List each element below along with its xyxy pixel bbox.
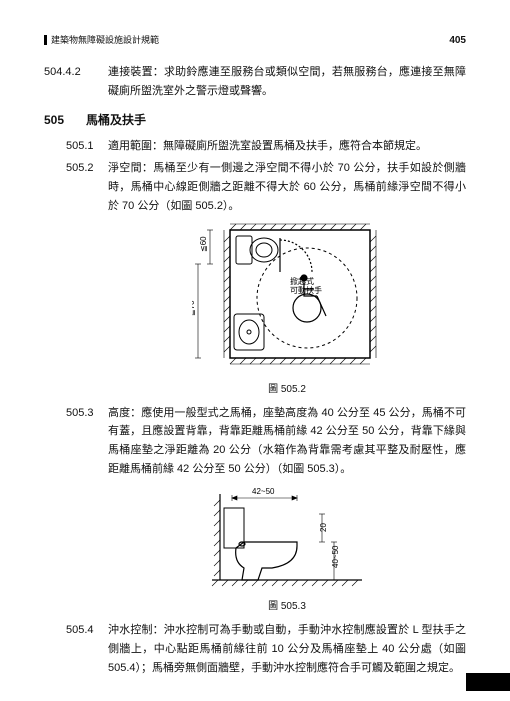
clause-body: 高度：應使用一般型式之馬桶，座墊高度為 40 公分至 45 公分，馬桶不可有蓋，… xyxy=(108,404,466,479)
label-arm: 掀起式 xyxy=(290,276,314,286)
figure-505-3-caption: 圖 505.3 xyxy=(108,598,466,615)
dim-40-50: 40~50 xyxy=(331,545,340,568)
clause-body: 沖水控制：沖水控制可為手動或自動，手動沖水控制應設置於 L 型扶手之側牆上，中心… xyxy=(108,621,466,677)
edge-tab xyxy=(466,673,510,691)
header-accent-bar xyxy=(44,35,47,45)
clause-505-3: 505.3 高度：應使用一般型式之馬桶，座墊高度為 40 公分至 45 公分，馬… xyxy=(44,404,466,479)
page-header: 建築物無障礙設施設計規範 405 xyxy=(44,32,466,49)
header-title: 建築物無障礙設施設計規範 xyxy=(51,33,159,48)
figure-505-3: 42~50 20 40~50 圖 505.3 xyxy=(108,484,466,615)
figure-505-2-caption: 圖 505.2 xyxy=(108,381,466,398)
section-name: 馬桶及扶手 xyxy=(86,110,466,130)
section-505-title: 505 馬桶及扶手 xyxy=(44,110,466,130)
clause-body: 適用範圍：無障礙廁所盥洗室設置馬桶及扶手，應符合本節規定。 xyxy=(108,137,466,156)
figure-505-2-svg: 掀起式 可動扶手 ≦60 ≧70 xyxy=(192,222,382,377)
dim-42-50: 42~50 xyxy=(252,487,275,496)
figure-505-3-svg: 42~50 20 40~50 xyxy=(202,484,372,594)
clause-body: 淨空間：馬桶至少有一側邊之淨空間不得小於 70 公分，扶手如設於側牆時，馬桶中心… xyxy=(108,159,466,215)
clause-body: 連接裝置：求助鈴應連至服務台或類似空間，若無服務台，應連接至無障礙廁所盥洗室外之… xyxy=(108,63,466,100)
clause-number: 504.4.2 xyxy=(44,63,108,100)
label-arm2: 可動扶手 xyxy=(290,285,322,295)
clause-number: 505.1 xyxy=(44,137,108,156)
clause-number: 505.3 xyxy=(44,404,108,479)
clause-504-4-2: 504.4.2 連接裝置：求助鈴應連至服務台或類似空間，若無服務台，應連接至無障… xyxy=(44,63,466,100)
section-number: 505 xyxy=(44,110,86,130)
dim-60: ≦60 xyxy=(199,235,208,251)
page-number: 405 xyxy=(449,32,466,49)
clause-number: 505.2 xyxy=(44,159,108,215)
dim-70: ≧70 xyxy=(192,299,196,315)
figure-505-2: 掀起式 可動扶手 ≦60 ≧70 圖 505.2 xyxy=(108,222,466,398)
clause-505-1: 505.1 適用範圍：無障礙廁所盥洗室設置馬桶及扶手，應符合本節規定。 xyxy=(44,137,466,156)
clause-505-2: 505.2 淨空間：馬桶至少有一側邊之淨空間不得小於 70 公分，扶手如設於側牆… xyxy=(44,159,466,215)
clause-number: 505.4 xyxy=(44,621,108,677)
dim-20: 20 xyxy=(319,523,328,532)
clause-505-4: 505.4 沖水控制：沖水控制可為手動或自動，手動沖水控制應設置於 L 型扶手之… xyxy=(44,621,466,677)
